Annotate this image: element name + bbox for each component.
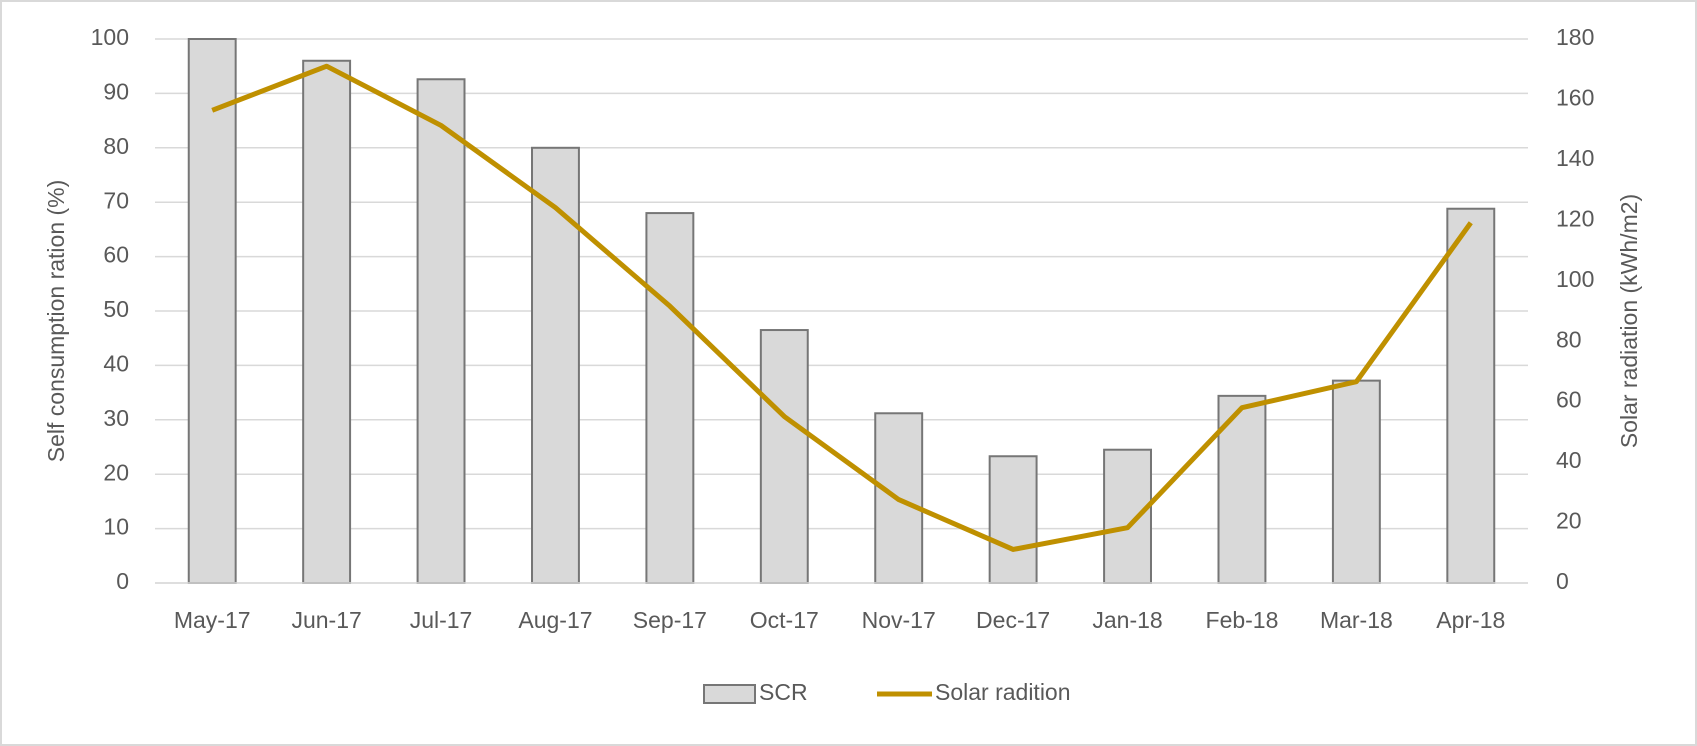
y-tick-label: 0 [116, 568, 129, 594]
y-tick-label: 40 [103, 350, 129, 376]
y2-tick-label: 180 [1556, 24, 1594, 50]
y-tick-label: 100 [91, 24, 129, 50]
y2-tick-label: 40 [1556, 447, 1582, 473]
bar [645, 212, 695, 585]
bar [1446, 207, 1496, 584]
legend-label: Solar radition [935, 679, 1071, 705]
y2-tick-label: 80 [1556, 326, 1582, 352]
y-tick-label: 60 [103, 242, 129, 268]
bar [302, 59, 352, 584]
legend-swatch [703, 684, 756, 704]
y2-tick-label: 160 [1556, 85, 1594, 111]
y2-tick-label: 120 [1556, 205, 1594, 231]
x-tick-label: Jan-18 [1092, 607, 1162, 633]
legend-label: SCR [759, 679, 808, 705]
x-tick-label: Dec-17 [976, 607, 1050, 633]
bar [759, 329, 809, 585]
y-tick-label: 90 [103, 78, 129, 104]
bar [1331, 379, 1381, 584]
x-tick-label: Oct-17 [750, 607, 819, 633]
bar [988, 455, 1038, 584]
y-tick-label: 70 [103, 187, 129, 213]
y-tick-label: 50 [103, 296, 129, 322]
x-tick-label: Jul-17 [410, 607, 473, 633]
line [211, 63, 1473, 552]
x-tick-label: Aug-17 [518, 607, 592, 633]
y-tick-label: 10 [103, 514, 129, 540]
y-tick-label: 20 [103, 459, 129, 485]
x-tick-label: Jun-17 [291, 607, 361, 633]
y-axis-label: Self consumption ration (%) [43, 180, 69, 463]
x-tick-label: May-17 [174, 607, 251, 633]
x-tick-label: Feb-18 [1206, 607, 1279, 633]
bar [187, 38, 237, 584]
bar [1103, 448, 1152, 584]
y-tick-label: 30 [103, 405, 129, 431]
bar [416, 78, 466, 584]
y2-tick-label: 140 [1556, 145, 1594, 171]
x-tick-label: Mar-18 [1320, 607, 1393, 633]
y2-tick-label: 100 [1556, 266, 1594, 292]
y2-tick-label: 60 [1556, 387, 1582, 413]
y2-tick-label: 0 [1556, 568, 1569, 594]
x-tick-label: Sep-17 [633, 607, 707, 633]
y-tick-label: 80 [103, 133, 129, 159]
y2-tick-label: 20 [1556, 508, 1582, 534]
x-tick-label: Apr-18 [1436, 607, 1505, 633]
bar [531, 146, 580, 585]
x-tick-label: Nov-17 [862, 607, 936, 633]
y2-axis-label: Solar radiation (kWh/m2) [1616, 194, 1642, 448]
